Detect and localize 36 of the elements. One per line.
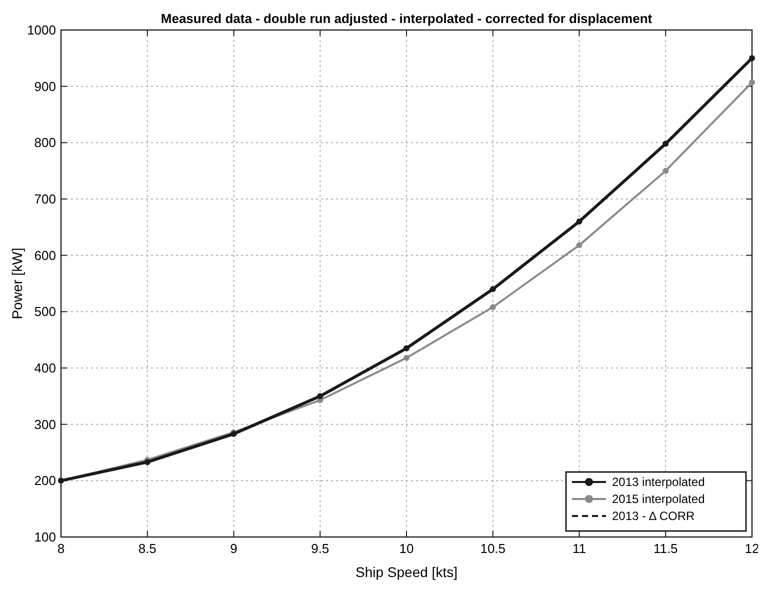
y-tick-label: 600 <box>34 248 56 263</box>
point <box>662 168 669 174</box>
x-tick-label: 10.5 <box>480 541 506 556</box>
point <box>576 242 582 248</box>
y-tick-label: 900 <box>34 78 56 94</box>
y-tick-label: 700 <box>34 192 56 207</box>
y-tick-label: 100 <box>34 530 56 545</box>
y-tick-label: 400 <box>34 360 56 376</box>
point <box>144 459 150 466</box>
legend-label: 2015 interpolated <box>612 492 705 506</box>
point <box>490 286 496 292</box>
point <box>404 354 410 361</box>
x-tick-label: 9.5 <box>311 541 330 556</box>
point <box>749 55 755 62</box>
x-tick-label: 11.5 <box>653 541 678 556</box>
legend-label: 2013 interpolated <box>612 475 705 489</box>
y-tick-label: 1000 <box>27 22 56 38</box>
x-tick-label: 8.5 <box>138 541 156 556</box>
y-tick-label: 500 <box>34 304 56 320</box>
y-tick-label: 200 <box>34 473 56 488</box>
point <box>662 140 669 147</box>
y-axis-title: Power [kW] <box>9 248 25 320</box>
x-tick-label: 8 <box>57 541 65 556</box>
point <box>749 79 755 86</box>
point <box>576 218 582 225</box>
y-tick-label: 300 <box>34 416 56 432</box>
legend-label: 2013 - Δ CORR <box>612 509 696 523</box>
point <box>317 393 324 400</box>
chart-title: Measured data - double run adjusted - interpolated - corrected for displacement <box>160 11 653 26</box>
point <box>404 345 410 352</box>
point <box>490 304 496 310</box>
x-tick-label: 9 <box>230 541 238 556</box>
x-tick-label: 10 <box>399 541 414 556</box>
x-tick-label: 11 <box>572 541 586 556</box>
y-tick-label: 800 <box>34 135 56 150</box>
x-axis-title: Ship Speed [kts] <box>356 564 458 580</box>
